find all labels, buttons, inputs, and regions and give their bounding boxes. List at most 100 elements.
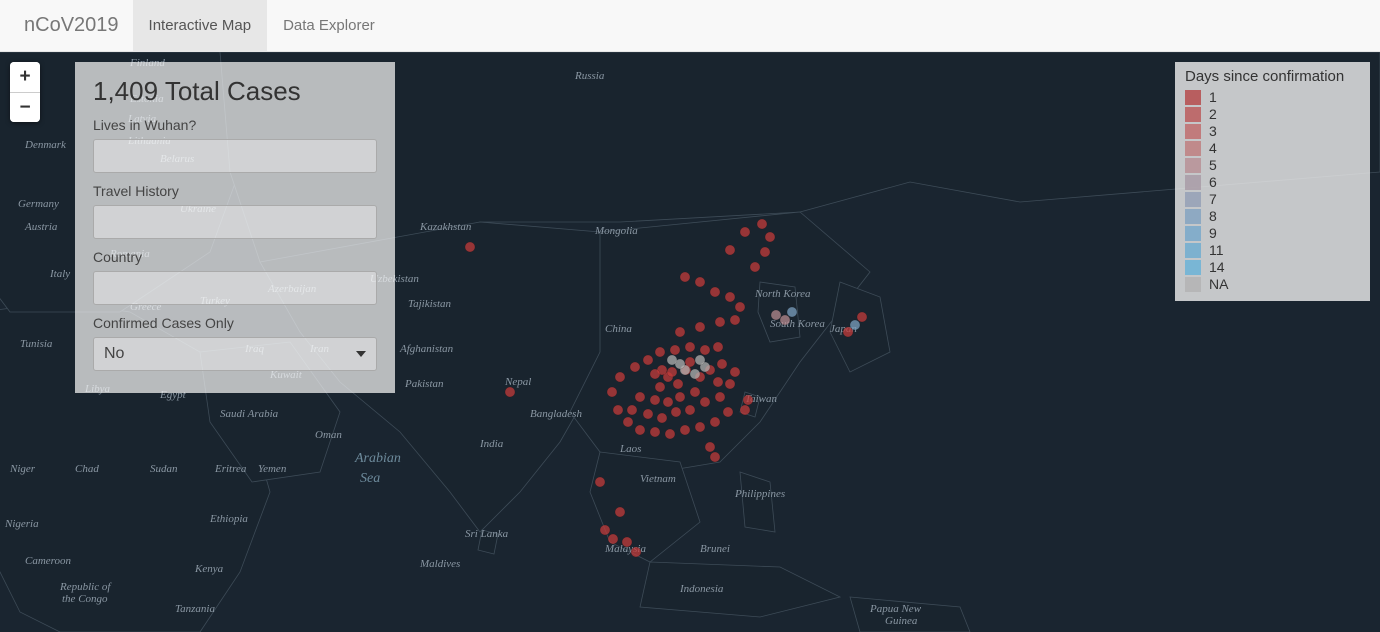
case-marker[interactable] [757, 219, 767, 229]
case-marker[interactable] [700, 345, 710, 355]
case-marker[interactable] [740, 405, 750, 415]
legend-value: NA [1209, 276, 1228, 293]
case-marker[interactable] [695, 422, 705, 432]
case-marker[interactable] [735, 302, 745, 312]
wuhan-input[interactable] [93, 139, 377, 173]
zoom-out-button[interactable]: − [10, 92, 40, 122]
case-marker[interactable] [627, 405, 637, 415]
case-marker[interactable] [635, 392, 645, 402]
case-marker[interactable] [643, 355, 653, 365]
case-marker[interactable] [505, 387, 515, 397]
case-marker[interactable] [700, 397, 710, 407]
case-marker[interactable] [655, 347, 665, 357]
case-marker[interactable] [667, 355, 677, 365]
case-marker[interactable] [695, 277, 705, 287]
case-marker[interactable] [695, 355, 705, 365]
case-marker[interactable] [710, 417, 720, 427]
case-marker[interactable] [760, 247, 770, 257]
case-marker[interactable] [715, 392, 725, 402]
case-marker[interactable] [650, 369, 660, 379]
legend-swatch [1185, 158, 1201, 173]
case-marker[interactable] [723, 407, 733, 417]
case-marker[interactable] [750, 262, 760, 272]
legend-value: 7 [1209, 191, 1217, 208]
legend-value: 6 [1209, 174, 1217, 191]
case-marker[interactable] [650, 427, 660, 437]
case-marker[interactable] [657, 413, 667, 423]
case-marker[interactable] [787, 307, 797, 317]
case-marker[interactable] [631, 547, 641, 557]
case-marker[interactable] [710, 452, 720, 462]
legend-value: 14 [1209, 259, 1225, 276]
travel-history-input[interactable] [93, 205, 377, 239]
case-marker[interactable] [771, 310, 781, 320]
case-marker[interactable] [675, 327, 685, 337]
legend-swatch [1185, 124, 1201, 139]
case-marker[interactable] [695, 322, 705, 332]
case-marker[interactable] [655, 382, 665, 392]
case-marker[interactable] [690, 369, 700, 379]
map-container[interactable]: RussiaFinlandEstoniaLatviaLithuaniaBelar… [0, 52, 1380, 632]
case-marker[interactable] [663, 397, 673, 407]
case-marker[interactable] [622, 537, 632, 547]
case-marker[interactable] [667, 367, 677, 377]
case-marker[interactable] [725, 245, 735, 255]
confirmed-select-value: No [104, 345, 124, 363]
case-marker[interactable] [765, 232, 775, 242]
legend-row: 6 [1185, 174, 1360, 191]
case-marker[interactable] [780, 315, 790, 325]
case-marker[interactable] [710, 287, 720, 297]
case-marker[interactable] [607, 387, 617, 397]
case-marker[interactable] [717, 359, 727, 369]
tab-data-explorer[interactable]: Data Explorer [267, 0, 391, 51]
country-input[interactable] [93, 271, 377, 305]
case-marker[interactable] [705, 442, 715, 452]
tab-interactive-map[interactable]: Interactive Map [133, 0, 268, 51]
navbar: nCoV2019 Interactive Map Data Explorer [0, 0, 1380, 52]
case-marker[interactable] [665, 429, 675, 439]
case-marker[interactable] [465, 242, 475, 252]
case-marker[interactable] [713, 342, 723, 352]
case-marker[interactable] [857, 312, 867, 322]
case-marker[interactable] [608, 534, 618, 544]
case-marker[interactable] [680, 272, 690, 282]
case-marker[interactable] [690, 387, 700, 397]
case-marker[interactable] [615, 507, 625, 517]
legend-row: NA [1185, 276, 1360, 293]
legend-value: 9 [1209, 225, 1217, 242]
case-marker[interactable] [595, 477, 605, 487]
case-marker[interactable] [730, 315, 740, 325]
case-marker[interactable] [630, 362, 640, 372]
case-marker[interactable] [713, 377, 723, 387]
case-marker[interactable] [843, 327, 853, 337]
case-marker[interactable] [643, 409, 653, 419]
travel-label: Travel History [93, 183, 377, 199]
case-marker[interactable] [671, 407, 681, 417]
legend-value: 1 [1209, 89, 1217, 106]
legend-value: 3 [1209, 123, 1217, 140]
case-marker[interactable] [725, 292, 735, 302]
case-marker[interactable] [715, 317, 725, 327]
case-marker[interactable] [743, 395, 753, 405]
case-marker[interactable] [650, 395, 660, 405]
case-marker[interactable] [623, 417, 633, 427]
legend-row: 1 [1185, 89, 1360, 106]
case-marker[interactable] [673, 379, 683, 389]
confirmed-select[interactable]: No [93, 337, 377, 371]
case-marker[interactable] [725, 379, 735, 389]
case-marker[interactable] [613, 405, 623, 415]
case-marker[interactable] [680, 425, 690, 435]
case-marker[interactable] [740, 227, 750, 237]
zoom-in-button[interactable]: + [10, 62, 40, 92]
country-label: Country [93, 249, 377, 265]
case-marker[interactable] [685, 405, 695, 415]
case-marker[interactable] [615, 372, 625, 382]
case-marker[interactable] [685, 342, 695, 352]
case-marker[interactable] [670, 345, 680, 355]
case-marker[interactable] [675, 392, 685, 402]
case-marker[interactable] [730, 367, 740, 377]
legend-value: 11 [1209, 242, 1224, 259]
case-marker[interactable] [635, 425, 645, 435]
case-marker[interactable] [600, 525, 610, 535]
legend-swatch [1185, 90, 1201, 105]
